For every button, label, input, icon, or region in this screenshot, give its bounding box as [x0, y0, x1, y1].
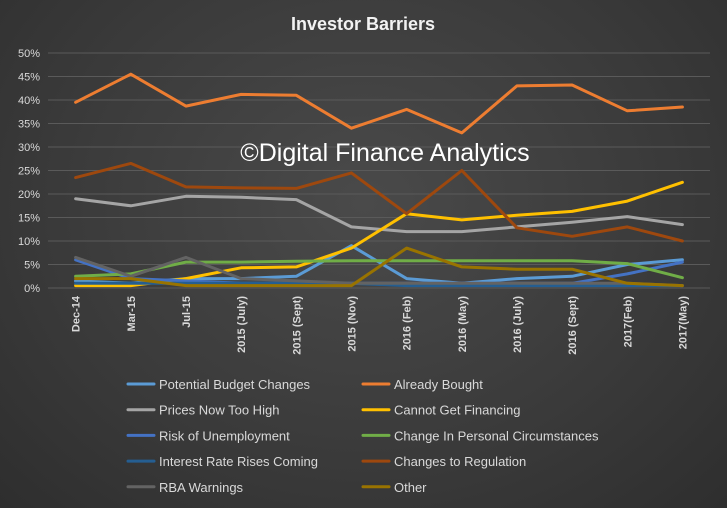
legend-label: Change In Personal Circumstances: [394, 428, 599, 443]
series-line: [74, 161, 684, 243]
legend-label: Prices Now Too High: [159, 403, 279, 418]
legend-label: Risk of Unemployment: [159, 428, 290, 443]
x-tick-label: Jul-15: [181, 296, 193, 328]
series-line: [74, 255, 684, 288]
y-tick-label: 0%: [24, 283, 40, 295]
chart-title: Investor Barriers: [291, 14, 435, 34]
y-tick-label: 45%: [18, 72, 40, 84]
legend-label: Other: [394, 480, 427, 495]
x-tick-label: 2017(May): [677, 296, 689, 350]
y-tick-label: 30%: [18, 142, 40, 154]
legend-label: Potential Budget Changes: [159, 377, 311, 392]
x-axis: Dec-14 Mar-15 Jul-15 2015 (July) 2015 (Sept)…: [71, 295, 690, 355]
y-tick-label: 25%: [18, 166, 40, 178]
legend-label: Cannot Get Financing: [394, 403, 520, 418]
legend: Potential Budget Changes Already Bought Pr…: [126, 377, 599, 495]
series-line: [74, 259, 684, 280]
x-tick-label: Dec-14: [71, 295, 83, 332]
y-axis: 0% 5% 10% 15% 20% 25% 30% 35% 40% 45% 50%: [18, 48, 40, 295]
x-tick-label: 2015 (July): [236, 296, 248, 353]
x-tick-label: 2015 (Sept): [291, 296, 303, 355]
x-tick-label: 2016 (July): [512, 296, 524, 353]
series-line: [74, 72, 684, 135]
legend-label: RBA Warnings: [159, 480, 244, 495]
y-tick-label: 35%: [18, 119, 40, 131]
x-tick-label: 2016 (May): [457, 296, 469, 353]
legend-label: Already Bought: [394, 377, 483, 392]
x-tick-label: 2017(Feb): [622, 296, 634, 348]
y-tick-label: 5%: [24, 260, 40, 272]
y-tick-label: 10%: [18, 236, 40, 248]
legend-label: Interest Rate Rises Coming: [159, 454, 318, 469]
y-tick-label: 40%: [18, 95, 40, 107]
series-layer: [74, 72, 684, 288]
y-tick-label: 20%: [18, 189, 40, 201]
y-tick-label: 15%: [18, 213, 40, 225]
legend-label: Changes to Regulation: [394, 454, 526, 469]
y-tick-label: 50%: [18, 48, 40, 60]
series-line: [74, 194, 684, 234]
watermark-text: ©Digital Finance Analytics: [240, 139, 529, 167]
series-line: [74, 246, 684, 288]
x-tick-label: Mar-15: [126, 296, 138, 331]
x-tick-label: 2016 (Feb): [402, 296, 414, 351]
x-tick-label: 2015 (Nov): [346, 296, 358, 352]
x-tick-label: 2016 (Sept): [567, 296, 579, 355]
